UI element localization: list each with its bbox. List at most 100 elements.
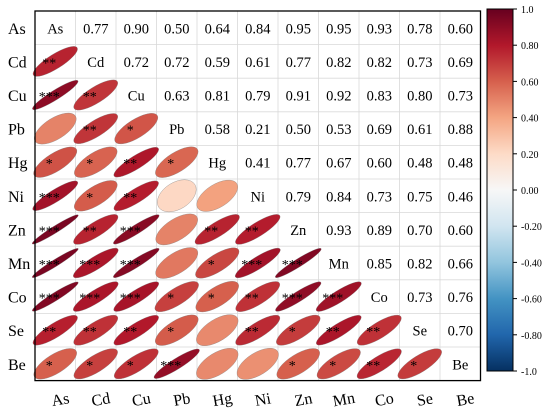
correlation-value: 0.90	[124, 21, 149, 37]
significance-stars: **	[245, 224, 259, 239]
correlation-value: 0.78	[407, 21, 432, 37]
y-tick-label: Mn	[8, 256, 30, 273]
correlation-ellipse	[34, 112, 77, 145]
correlation-ellipse	[155, 146, 199, 178]
significance-stars: *	[86, 359, 93, 374]
correlation-value: 0.92	[326, 89, 351, 105]
correlation-ellipse	[114, 113, 159, 145]
colorbar-tick-label: 0.20	[521, 150, 539, 161]
correlation-value: 0.84	[245, 21, 271, 37]
correlation-ellipse	[275, 281, 322, 312]
correlation-ellipse	[113, 315, 159, 346]
significance-stars: ***	[120, 258, 141, 273]
significance-stars: **	[42, 56, 56, 71]
significance-stars: **	[83, 224, 97, 239]
correlation-value: 0.50	[164, 21, 189, 37]
correlation-ellipse	[235, 247, 281, 279]
correlation-value: 0.79	[286, 189, 311, 205]
correlation-value: 0.73	[448, 89, 473, 105]
correlation-ellipse	[153, 348, 200, 379]
y-tick-label: Be	[8, 357, 26, 374]
correlation-value: 0.69	[448, 55, 473, 71]
correlation-value: 0.41	[245, 156, 270, 172]
correlation-ellipse	[196, 348, 239, 380]
correlation-ellipse	[32, 180, 78, 211]
y-tick-label: As	[8, 21, 26, 38]
y-tick-label: Se	[8, 323, 24, 340]
correlation-value: 0.82	[326, 55, 351, 71]
significance-stars: ***	[160, 359, 181, 374]
diagonal-label: As	[47, 21, 63, 37]
correlation-ellipse	[236, 348, 279, 380]
correlation-value: 0.58	[205, 122, 230, 138]
correlation-value: 0.53	[326, 122, 351, 138]
significance-stars: **	[42, 325, 56, 340]
correlation-ellipse	[357, 314, 402, 346]
correlation-value: 0.82	[367, 55, 392, 71]
colorbar-tick-label: -0.40	[521, 258, 542, 269]
correlation-ellipse	[73, 348, 118, 380]
colorbar-tick-label: 1.0	[521, 5, 534, 16]
significance-stars: *	[167, 325, 174, 340]
correlation-value: 0.48	[448, 156, 473, 172]
correlation-ellipse	[235, 314, 281, 346]
correlation-ellipse	[276, 314, 321, 346]
y-tick-label: Pb	[8, 122, 25, 139]
correlation-value: 0.79	[245, 89, 270, 105]
correlation-value: 0.88	[448, 122, 473, 138]
correlation-ellipse	[113, 180, 159, 211]
diagonal-label: Cd	[87, 55, 105, 71]
significance-stars: *	[86, 157, 93, 172]
correlation-value: 0.64	[205, 21, 231, 37]
x-tick-label: Hg	[211, 390, 233, 410]
significance-stars: ***	[322, 292, 343, 307]
correlation-value: 0.69	[367, 122, 392, 138]
correlation-value: 0.95	[286, 21, 311, 37]
diagonal-label: Ni	[251, 189, 266, 205]
correlation-ellipse	[276, 348, 320, 380]
correlation-value: 0.85	[367, 257, 392, 273]
correlation-value: 0.73	[407, 55, 432, 71]
x-tick-label: Ni	[254, 390, 273, 410]
x-tick-label: Be	[455, 390, 475, 410]
significance-stars: *	[46, 359, 53, 374]
correlation-value: 0.61	[245, 55, 270, 71]
colorbar	[486, 8, 514, 372]
correlation-value: 0.60	[448, 223, 473, 239]
correlation-ellipse	[73, 314, 118, 346]
x-tick-label: Cd	[90, 390, 111, 410]
significance-stars: **	[245, 292, 259, 307]
colorbar-tick-label: 0.80	[521, 41, 539, 52]
correlation-ellipse	[195, 247, 240, 279]
significance-stars: ***	[120, 292, 141, 307]
significance-stars: *	[289, 325, 296, 340]
significance-stars: **	[123, 325, 137, 340]
correlation-value: 0.95	[326, 21, 351, 37]
correlation-value: 0.93	[326, 223, 351, 239]
correlation-ellipse	[33, 348, 77, 380]
y-tick-label: Hg	[8, 155, 28, 172]
significance-stars: ***	[39, 191, 60, 206]
correlation-ellipse	[32, 315, 78, 346]
correlation-value: 0.76	[448, 290, 473, 306]
correlation-ellipse	[157, 179, 197, 213]
correlation-ellipse	[154, 281, 199, 312]
diagonal-label: Pb	[169, 122, 184, 138]
colorbar-tick-label: -0.80	[521, 331, 542, 342]
correlation-ellipse	[275, 248, 322, 278]
x-tick-label: Zn	[293, 390, 313, 410]
correlation-value: 0.89	[367, 223, 392, 239]
correlation-ellipse	[235, 281, 280, 312]
significance-stars: *	[329, 359, 336, 374]
significance-stars: **	[83, 124, 97, 139]
correlation-value: 0.84	[326, 189, 352, 205]
colorbar-tick-label: 0.60	[521, 77, 539, 88]
x-tick-label: Se	[416, 390, 435, 410]
x-tick-label: Cu	[131, 390, 152, 410]
correlation-value: 0.83	[367, 89, 392, 105]
correlation-ellipse	[73, 214, 119, 245]
colorbar-tick-label: 0.40	[521, 114, 539, 125]
diagonal-label: Hg	[208, 156, 226, 172]
correlation-value: 0.21	[245, 122, 270, 138]
correlation-ellipse	[32, 46, 78, 77]
